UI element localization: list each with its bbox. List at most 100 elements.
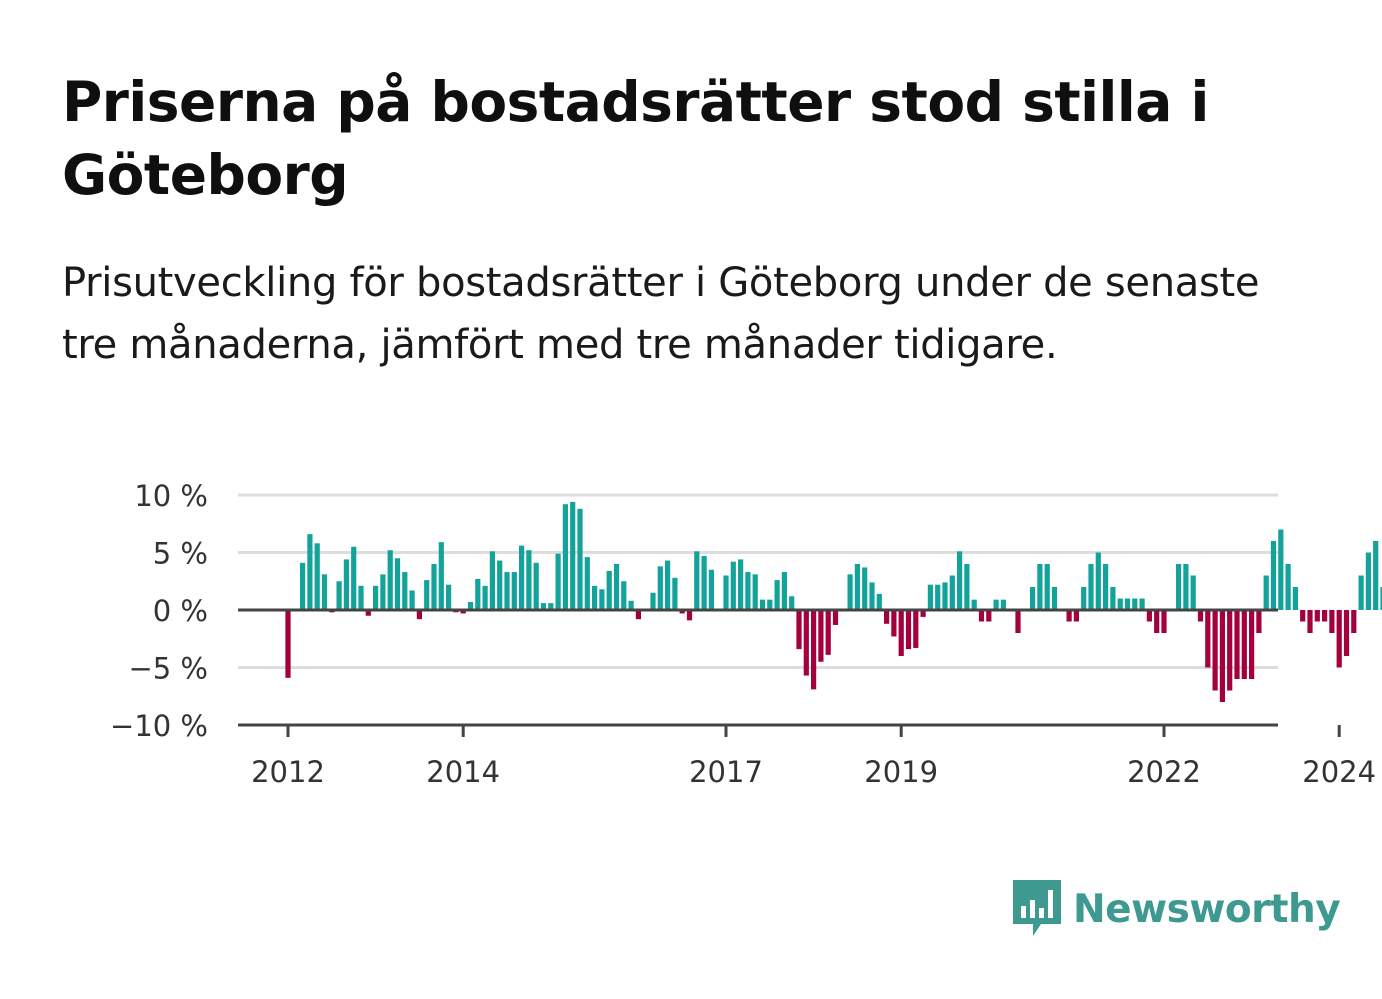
bar-chart: 10 % 5 % 0 % −5 % −10 % 2012 2014 2017 2019 2022… <box>110 479 1382 789</box>
bar-negative <box>796 610 802 650</box>
bar-positive <box>701 555 707 610</box>
bar-positive <box>1285 564 1291 610</box>
bar-positive <box>599 589 605 610</box>
bar-positive <box>1088 564 1094 610</box>
bar-negative <box>1205 610 1211 668</box>
y-tick-label: 10 % <box>134 479 208 513</box>
bar-positive <box>482 585 488 610</box>
y-tick-label: 0 % <box>153 594 208 628</box>
bar-positive <box>380 574 386 610</box>
bar-positive <box>708 569 714 610</box>
bar-negative <box>1314 610 1320 622</box>
bar-positive <box>957 551 963 610</box>
bar-negative <box>1197 610 1204 622</box>
bar-positive <box>1030 587 1036 610</box>
bar-positive <box>774 580 780 610</box>
bar-positive <box>1183 564 1189 610</box>
brand-name: Newsworthy <box>1073 886 1341 932</box>
bar-negative <box>832 610 839 625</box>
bar-positive <box>1139 598 1145 610</box>
bar-positive <box>613 564 620 610</box>
bar-positive <box>1373 541 1379 610</box>
bar-positive <box>438 542 444 610</box>
bar-positive <box>446 584 452 610</box>
x-tick-label: 2017 <box>689 755 763 789</box>
bar-negative <box>1351 610 1357 633</box>
y-grid <box>238 493 1278 669</box>
bar-positive <box>650 592 656 610</box>
bar-positive <box>1103 564 1109 610</box>
y-tick-label: 5 % <box>153 537 208 571</box>
bar-positive <box>584 557 590 610</box>
bar-negative <box>1227 610 1233 691</box>
bar-negative <box>825 610 831 655</box>
bar-positive <box>628 600 634 610</box>
bar-positive <box>759 599 766 610</box>
bar-positive <box>781 572 787 610</box>
bar-positive <box>409 590 415 610</box>
x-tick-label: 2012 <box>251 755 325 789</box>
bar-negative <box>884 610 890 624</box>
y-tick-label: −5 % <box>128 652 208 686</box>
bar-positive <box>862 567 868 610</box>
bar-negative <box>1343 610 1350 656</box>
chart-subtitle: Prisutveckling för bostadsrätter i Göteb… <box>62 260 1260 368</box>
bar-positive <box>314 543 320 610</box>
bar-positive <box>351 546 357 610</box>
bar-negative <box>1256 610 1262 633</box>
bar-positive <box>606 570 612 610</box>
bar-positive <box>1037 564 1043 610</box>
bar-positive <box>489 551 495 610</box>
bar-positive <box>1095 552 1101 610</box>
bar-positive <box>394 558 401 610</box>
bar-negative <box>978 610 985 622</box>
bar-positive <box>431 564 437 610</box>
bar-negative <box>686 610 693 621</box>
bar-positive <box>526 550 532 610</box>
bar-positive <box>548 603 554 610</box>
bar-negative <box>905 610 912 650</box>
x-axis-ticks: 2012 2014 2017 2019 2022 2024 <box>251 725 1376 789</box>
newsworthy-logo-icon <box>1013 880 1061 936</box>
bar-negative <box>1307 610 1313 633</box>
bar-negative <box>635 610 641 620</box>
bar-positive <box>555 553 561 610</box>
bar-positive <box>1000 599 1006 610</box>
bar-negative <box>898 610 904 656</box>
bar-positive <box>1132 598 1138 610</box>
bar-positive <box>358 585 364 610</box>
bar-positive <box>467 601 474 610</box>
bar-positive <box>869 582 875 610</box>
bar-positive <box>497 560 503 610</box>
bar-positive <box>949 575 955 610</box>
bar-positive <box>789 596 795 610</box>
bar-positive <box>854 564 860 610</box>
bar-positive <box>1117 598 1123 610</box>
bar-positive <box>927 584 933 610</box>
bar-negative <box>1336 610 1342 668</box>
newsworthy-logo: Newsworthy <box>1011 878 1341 940</box>
bar-positive <box>1292 587 1298 610</box>
bar-positive <box>657 566 663 610</box>
bar-positive <box>1051 587 1058 610</box>
bar-positive <box>993 599 999 610</box>
bar-positive <box>592 585 598 610</box>
axes <box>238 608 1278 727</box>
bar-positive <box>1380 587 1382 610</box>
bar-positive <box>475 578 481 610</box>
y-axis-ticks: 10 % 5 % 0 % −5 % −10 % <box>110 479 208 743</box>
bars <box>285 501 1382 702</box>
bar-negative <box>803 610 809 676</box>
bar-positive <box>730 561 736 610</box>
bar-positive <box>1263 575 1269 610</box>
bar-negative <box>1300 610 1306 622</box>
bar-negative <box>365 610 371 616</box>
y-tick-label: −10 % <box>110 709 208 743</box>
bar-negative <box>818 610 824 662</box>
bar-positive <box>1270 541 1277 610</box>
bar-positive <box>533 562 539 610</box>
bar-negative <box>285 610 291 678</box>
x-tick-label: 2024 <box>1302 755 1376 789</box>
bar-negative <box>1219 610 1225 702</box>
x-tick-label: 2019 <box>864 755 938 789</box>
